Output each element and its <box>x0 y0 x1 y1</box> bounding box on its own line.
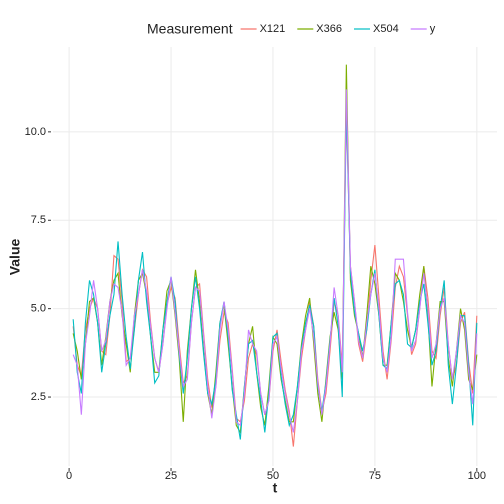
y-tick-label: 2.5 <box>31 391 46 403</box>
x-tick-label: 0 <box>66 470 72 482</box>
x-tick-label: 75 <box>369 470 381 482</box>
y-tick-label: 7.5 <box>31 214 46 226</box>
y-tick-label: 10.0 <box>25 126 46 138</box>
x-tick-label: 100 <box>468 470 486 482</box>
legend-label: X121 <box>260 23 286 35</box>
legend-label: y <box>430 23 436 35</box>
y-tick-label: 5.0 <box>31 303 46 315</box>
x-tick-label: 50 <box>267 470 279 482</box>
legend-label: X504 <box>373 23 399 35</box>
x-tick-label: 25 <box>165 470 177 482</box>
x-axis-title: t <box>273 480 278 496</box>
series-line <box>72 110 478 447</box>
series-line <box>72 89 478 433</box>
series-line <box>72 64 478 435</box>
legend-label: X366 <box>316 23 342 35</box>
series-line <box>72 103 478 440</box>
legend-title: Measurement <box>147 21 233 37</box>
y-axis-title: Value <box>7 239 23 276</box>
